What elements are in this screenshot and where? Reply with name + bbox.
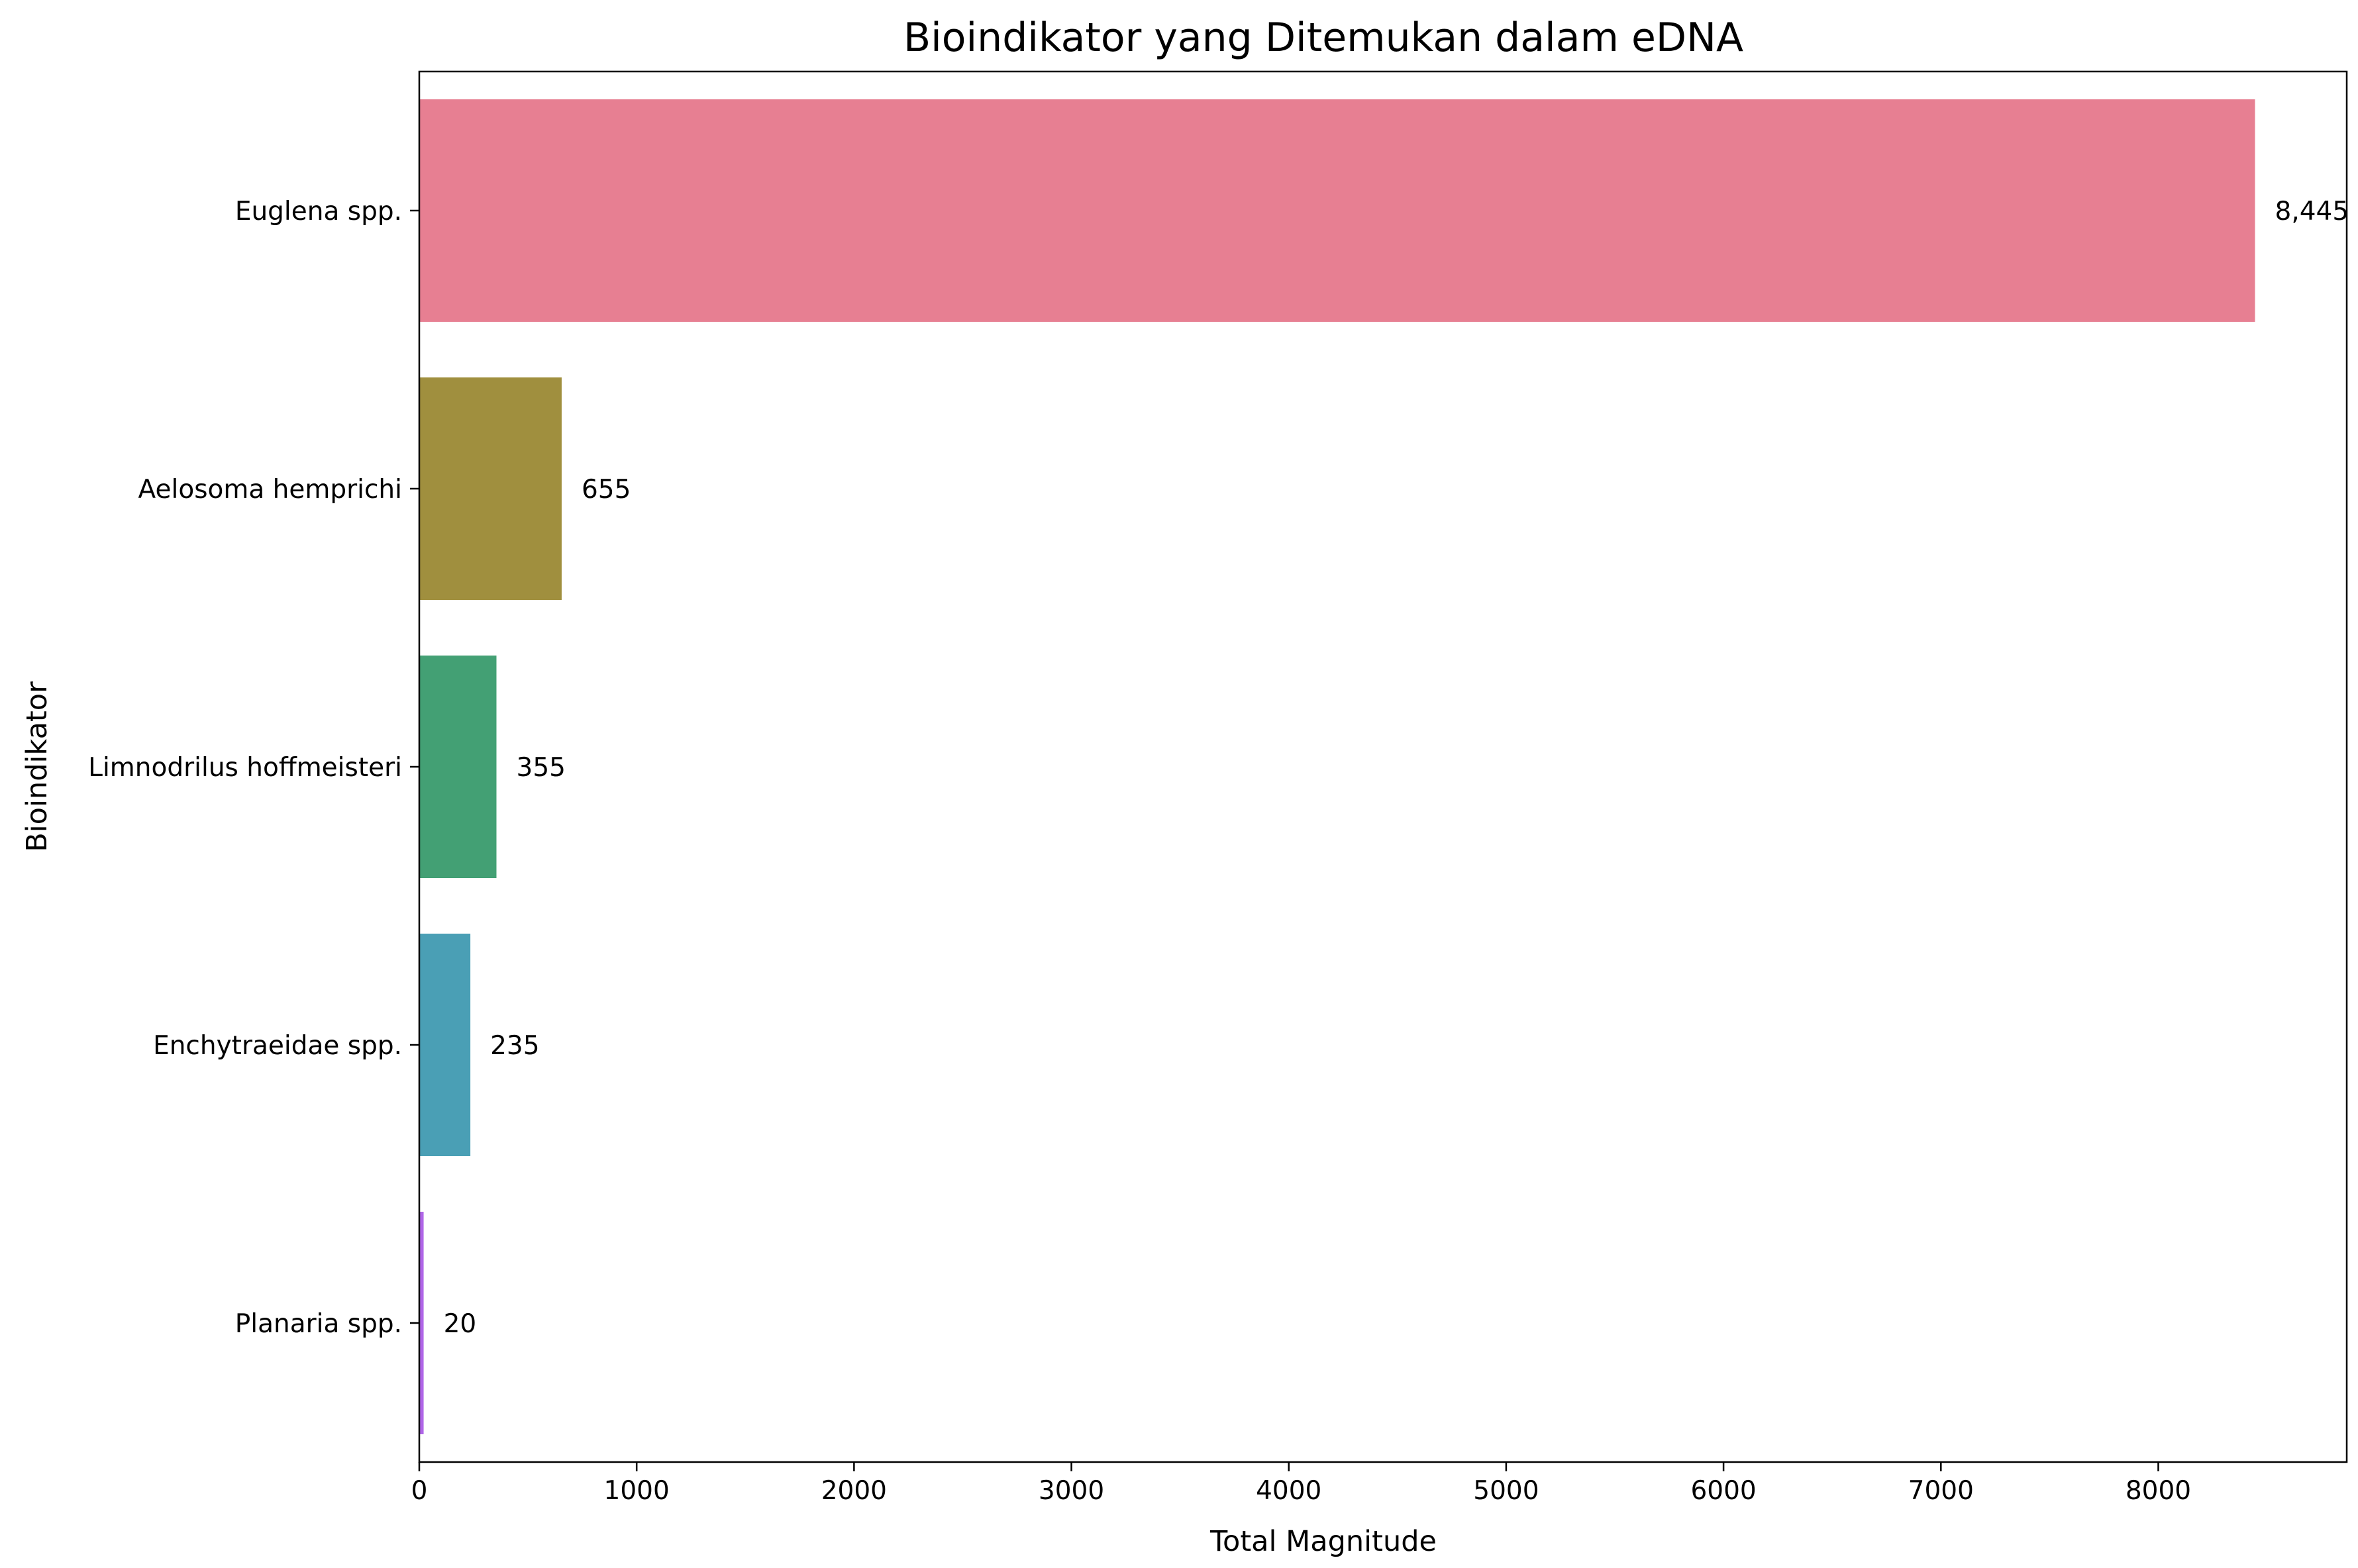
x-tick-label: 8000 (2126, 1476, 2191, 1506)
y-axis-label: Bioindikator (21, 681, 54, 852)
y-tick-label: Limnodrilus hoffmeisteri (88, 753, 402, 783)
bar-value-label: 655 (582, 475, 631, 505)
bar (419, 377, 562, 600)
y-tick-label: Aelosoma hemprichi (138, 475, 402, 505)
x-axis-ticks: 0 1000 2000 3000 4000 5000 6000 7000 8000 (411, 1462, 2191, 1506)
bar-value-label: 235 (490, 1031, 539, 1061)
bar-value-label: 8,445 (2275, 197, 2349, 226)
x-tick-label: 6000 (1690, 1476, 1756, 1506)
x-tick-label: 7000 (1908, 1476, 1974, 1506)
bar (419, 1212, 424, 1434)
x-tick-label: 4000 (1256, 1476, 1321, 1506)
y-axis-ticks: Euglena spp. Aelosoma hemprichi Limnodrilu… (88, 197, 419, 1339)
y-tick-label: Enchytraeidae spp. (153, 1031, 402, 1061)
y-tick-label: Euglena spp. (235, 197, 402, 226)
bar-value-label: 355 (517, 753, 566, 783)
plot-frame (418, 70, 2348, 1463)
bar (419, 99, 2255, 322)
bars-group (419, 99, 2255, 1434)
bar (419, 656, 497, 878)
chart-title: Bioindikator yang Ditemukan dalam eDNA (903, 15, 1743, 61)
bar (419, 934, 471, 1156)
bar-value-label: 20 (444, 1309, 477, 1339)
y-tick-label: Planaria spp. (235, 1309, 402, 1339)
x-tick-label: 0 (411, 1476, 428, 1506)
x-tick-label: 2000 (821, 1476, 887, 1506)
x-axis-label: Total Magnitude (1209, 1525, 1437, 1558)
x-tick-label: 1000 (604, 1476, 670, 1506)
x-tick-label: 3000 (1039, 1476, 1104, 1506)
data-labels-group: 8,445 655 355 235 20 (444, 197, 2349, 1339)
x-tick-label: 5000 (1473, 1476, 1539, 1506)
